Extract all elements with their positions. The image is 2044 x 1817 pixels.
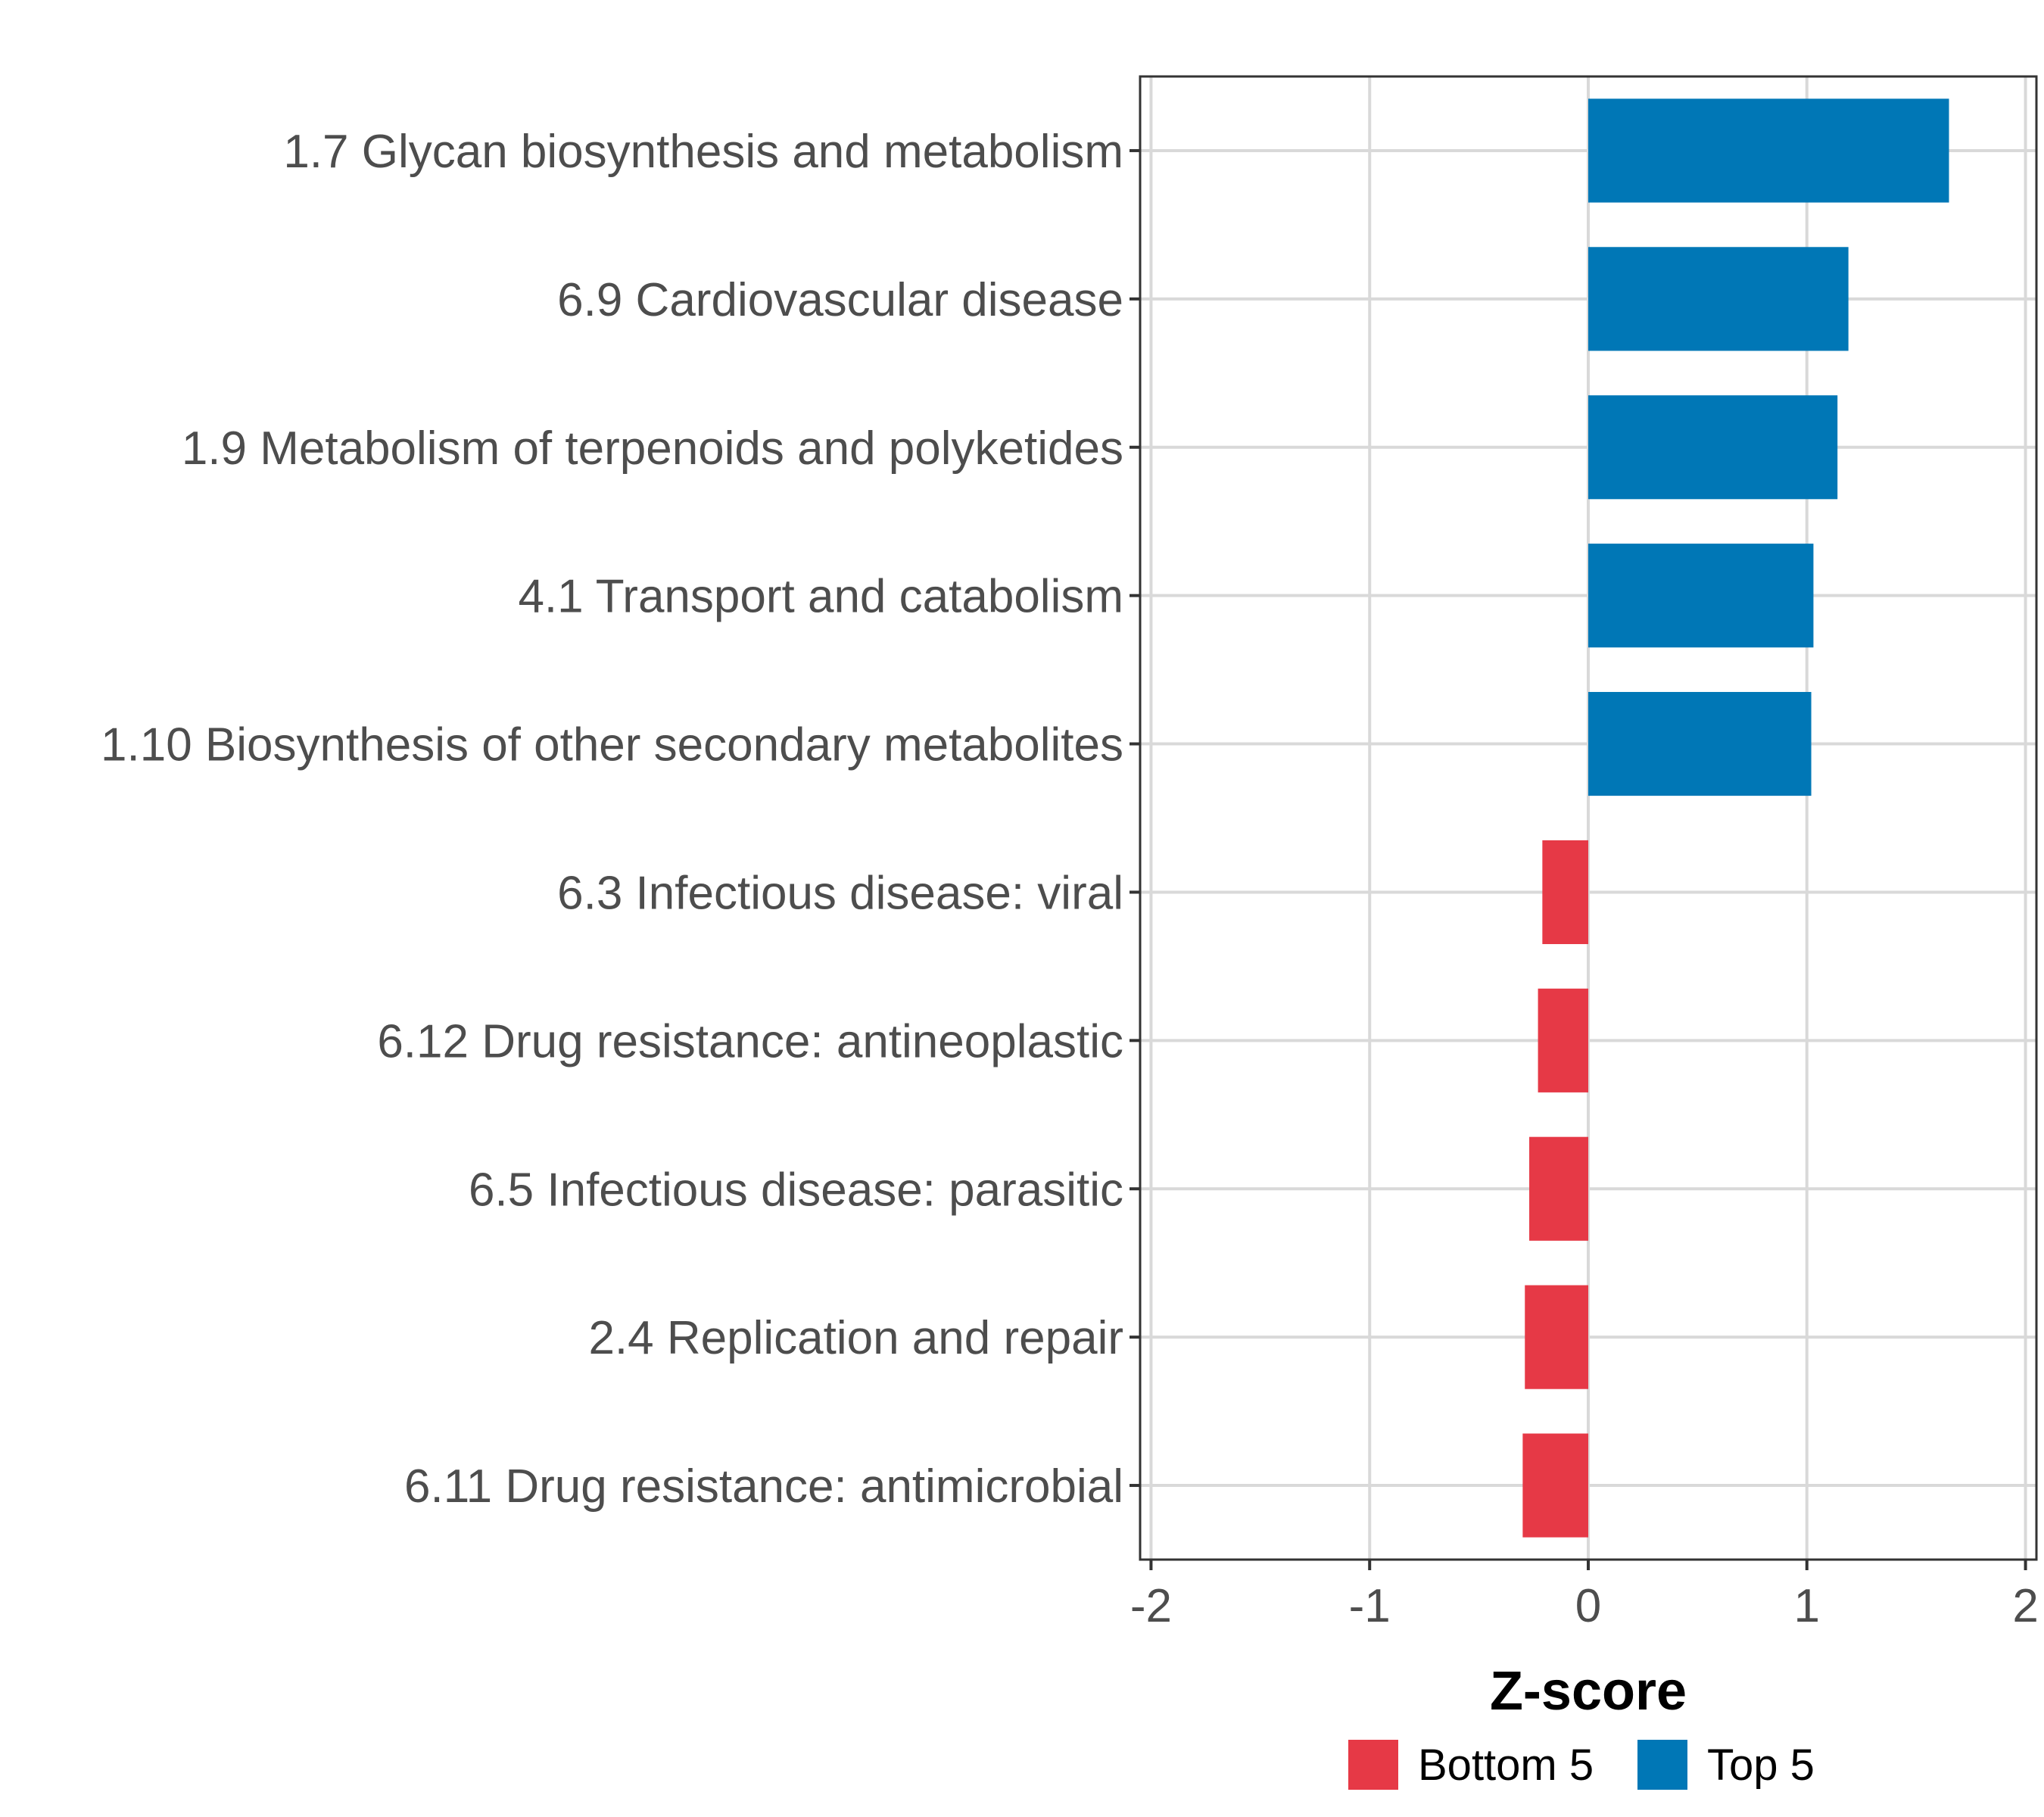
category-label: 2.4 Replication and repair — [588, 1312, 1123, 1364]
x-axis-title: Z-score — [1490, 1661, 1687, 1722]
bar-1-10-biosynthesis-of-other-secondary-metabolites — [1588, 691, 1812, 796]
x-tick-label: 0 — [1575, 1580, 1601, 1632]
category-label: 6.5 Infectious disease: parasitic — [469, 1164, 1123, 1216]
bar-4-1-transport-and-catabolism — [1588, 544, 1814, 648]
bar-1-7-glycan-biosynthesis-and-metabolism — [1588, 98, 1949, 203]
y-axis: 1.7 Glycan biosynthesis and metabolism 6.… — [101, 126, 1140, 1513]
category-label: 1.10 Biosynthesis of other secondary met… — [101, 719, 1123, 771]
legend-label-top-5: Top 5 — [1707, 1741, 1815, 1790]
x-axis: -2 -1 0 1 2 — [1130, 1560, 2039, 1632]
bar-6-9-cardiovascular-disease — [1588, 247, 1849, 351]
bar-6-3-infectious-disease-viral — [1542, 840, 1588, 945]
bar-6-5-infectious-disease-parasitic — [1529, 1136, 1588, 1241]
x-tick-label: 2 — [2012, 1580, 2038, 1632]
category-label: 6.3 Infectious disease: viral — [557, 867, 1123, 919]
category-label: 6.12 Drug resistance: antineoplastic — [377, 1015, 1123, 1067]
bar-1-9-metabolism-of-terpenoids-and-polyketides — [1588, 395, 1838, 500]
category-label: 4.1 Transport and catabolism — [518, 571, 1123, 623]
legend: Bottom 5 Top 5 — [1348, 1740, 1815, 1790]
bars — [1522, 98, 1949, 1538]
bar-6-12-drug-resistance-antineoplastic — [1538, 988, 1588, 1092]
x-tick-label: -1 — [1349, 1580, 1391, 1632]
bar-6-11-drug-resistance-antimicrobial — [1522, 1433, 1588, 1538]
x-tick-label: -2 — [1130, 1580, 1172, 1632]
category-label: 6.11 Drug resistance: antimicrobial — [404, 1460, 1123, 1513]
category-label: 1.7 Glycan biosynthesis and metabolism — [283, 126, 1123, 178]
legend-swatch-top-5 — [1637, 1740, 1687, 1790]
bar-2-4-replication-and-repair — [1525, 1285, 1588, 1389]
legend-swatch-bottom-5 — [1348, 1740, 1398, 1790]
category-label: 1.9 Metabolism of terpenoids and polyket… — [182, 422, 1123, 475]
category-label: 6.9 Cardiovascular disease — [557, 274, 1123, 326]
x-tick-label: 1 — [1794, 1580, 1820, 1632]
legend-label-bottom-5: Bottom 5 — [1418, 1741, 1594, 1790]
